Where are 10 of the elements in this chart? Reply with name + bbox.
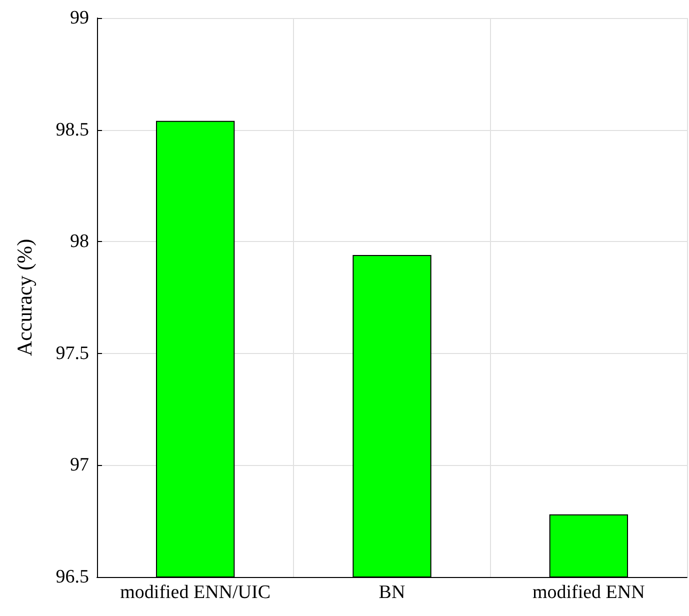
y-tick-label: 97.5 bbox=[56, 342, 89, 364]
y-tick-label: 98.5 bbox=[56, 119, 89, 140]
y-tick-label: 99 bbox=[70, 8, 89, 28]
y-axis-title: Accuracy (%) bbox=[12, 238, 36, 356]
y-tick-label: 98 bbox=[70, 231, 89, 252]
y-tick-label: 96.5 bbox=[56, 566, 89, 588]
x-tick-label: modified ENN bbox=[532, 582, 646, 603]
x-tick-label: modified ENN/UIC bbox=[120, 582, 271, 603]
x-tick-label: BN bbox=[378, 582, 406, 603]
y-tick-label: 97 bbox=[70, 454, 89, 476]
